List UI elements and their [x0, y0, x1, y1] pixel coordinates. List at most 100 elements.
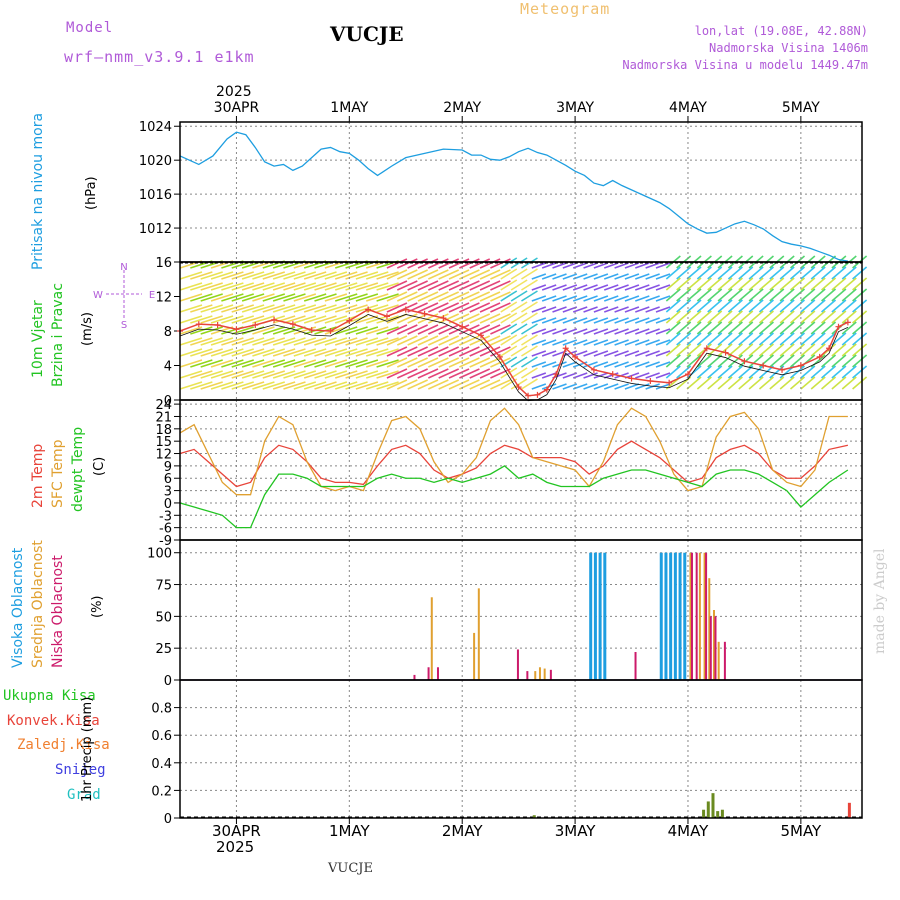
wind-barb — [655, 262, 671, 269]
wind-barb — [293, 315, 317, 324]
wind-barb — [221, 370, 244, 379]
wind-barb — [635, 273, 650, 280]
wind-barb — [324, 293, 348, 302]
wind-barb — [221, 293, 244, 302]
wind-barb — [314, 282, 337, 291]
wind-barb — [821, 310, 837, 324]
wind-barb — [686, 299, 702, 313]
wind-barb — [531, 383, 547, 390]
wind-barb — [583, 262, 598, 269]
wind-barb — [696, 343, 712, 357]
wind-barb — [438, 258, 460, 269]
wind-barb — [221, 348, 244, 357]
pressure-tick-label-1: 1020 — [139, 154, 172, 169]
wind-barb — [510, 378, 528, 390]
precip-legend-snijeg: Snijeg — [55, 762, 106, 778]
wind-barb — [272, 315, 296, 324]
wind-barb — [635, 295, 650, 302]
wind-barb — [510, 356, 528, 368]
wind-barb — [696, 332, 712, 346]
wind-barb — [355, 381, 379, 390]
wind-barb — [231, 315, 254, 324]
wind-barb — [686, 365, 702, 379]
wind-barb — [552, 306, 567, 313]
wind-barb — [541, 361, 557, 368]
wind-barb — [696, 376, 712, 390]
wind-barb — [624, 383, 640, 390]
wind-barb — [479, 324, 501, 335]
wind-barb — [810, 376, 826, 390]
wind-barb — [789, 277, 806, 291]
wind-barb — [593, 284, 609, 291]
wind-barb — [583, 317, 598, 324]
wind-barb — [769, 266, 785, 280]
compass-w: W — [93, 290, 103, 301]
wind-barb — [459, 379, 480, 390]
cloud-mid-bar — [698, 552, 701, 680]
wind-barb — [479, 368, 501, 379]
precip-total-bar — [702, 809, 706, 818]
wind-barb — [510, 268, 528, 280]
wind-speed-marker — [383, 313, 390, 320]
wind-barb — [252, 304, 275, 313]
wind-barb — [852, 266, 868, 280]
cloud-mid-bar — [534, 671, 537, 680]
wind-barb — [500, 268, 518, 280]
wind-tick-label-2: 8 — [164, 325, 172, 340]
cloud-mid-bar — [473, 632, 476, 680]
wind-barb — [717, 288, 733, 302]
wind-barb — [510, 345, 528, 357]
wind-barb — [583, 350, 598, 357]
wind-barb — [438, 324, 460, 335]
wind-barb — [831, 288, 847, 302]
wind-barb — [324, 381, 348, 390]
wind-barb — [645, 284, 660, 291]
wind-barb — [572, 339, 588, 346]
wind-barb — [635, 284, 650, 291]
wind-barb — [800, 310, 816, 324]
wind-barb — [603, 361, 619, 368]
wind-barb — [479, 346, 501, 357]
wind-barb — [686, 321, 702, 335]
wind-barb — [396, 324, 418, 335]
wind-barb — [200, 348, 223, 357]
wind-barb — [686, 332, 702, 346]
wind-barb — [500, 301, 518, 313]
wind-barb — [396, 368, 418, 379]
wind-barb — [603, 262, 619, 269]
wind-barb — [396, 313, 418, 324]
wind-barb — [841, 343, 857, 357]
wind-barb — [490, 291, 511, 302]
wind-barb — [386, 379, 408, 390]
wind-barb — [521, 356, 538, 368]
wind-barb — [262, 326, 286, 335]
wind-barb — [241, 348, 265, 357]
wind-barb — [583, 295, 598, 302]
wind-barb — [748, 343, 764, 357]
wind-barb — [376, 337, 399, 346]
wind-barb — [769, 277, 785, 291]
wind-barb — [428, 313, 449, 324]
precip-tick-label-4: 0 — [164, 812, 172, 827]
wind-barb — [852, 376, 868, 390]
wind-barb — [314, 304, 337, 313]
wind-barb — [789, 332, 806, 346]
wind-barb — [459, 291, 480, 302]
wind-barb — [603, 350, 619, 357]
wind-barb — [459, 280, 480, 291]
wind-barb — [376, 370, 399, 379]
wind-barb — [635, 328, 650, 335]
wind-speed-marker — [647, 378, 654, 385]
wind-barb — [852, 299, 868, 313]
wind-barb — [541, 284, 557, 291]
wind-barb — [407, 291, 428, 302]
wind-barb — [510, 334, 528, 346]
wind-barb — [355, 348, 379, 357]
top-date-label: 1MAY — [330, 100, 369, 116]
wind-barb — [262, 348, 286, 357]
wind-barb — [272, 381, 296, 390]
wind-barb — [210, 271, 234, 280]
cloud-low-bar — [526, 671, 529, 680]
wind-barb — [758, 288, 774, 302]
wind-barb — [500, 367, 518, 379]
